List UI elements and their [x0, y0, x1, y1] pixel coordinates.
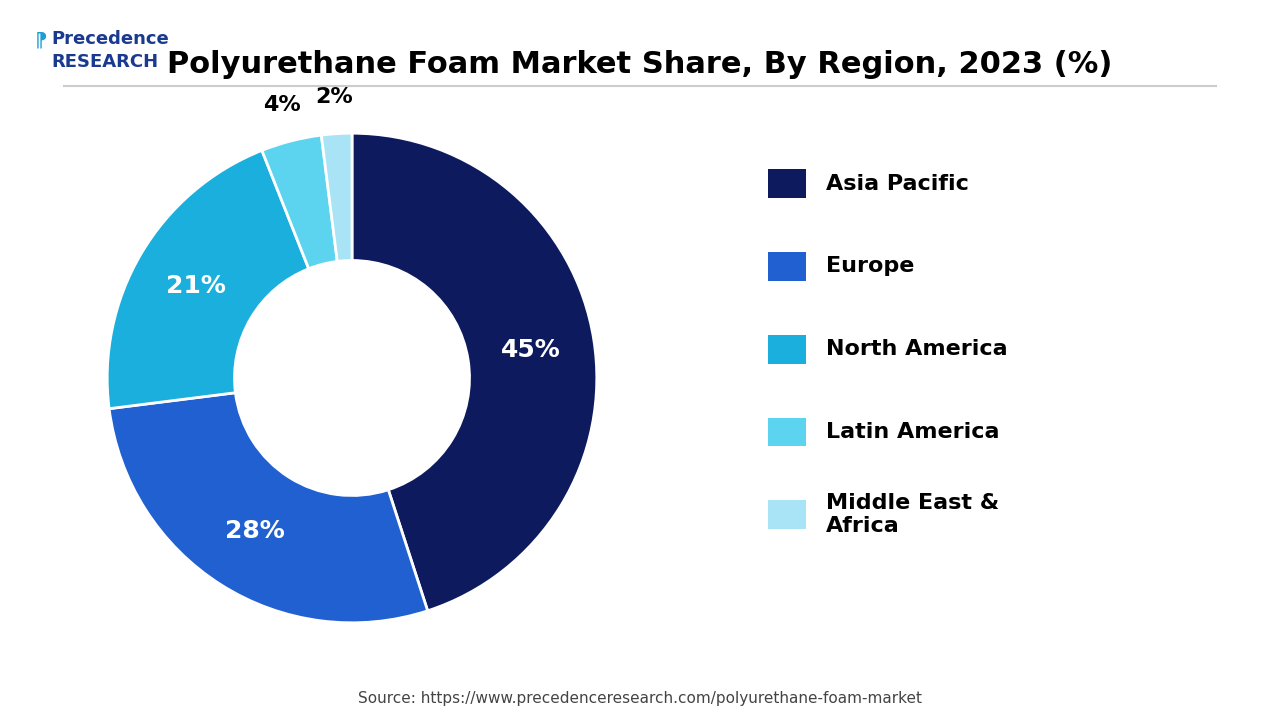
Text: Precedence
RESEARCH: Precedence RESEARCH [51, 30, 169, 71]
Wedge shape [109, 392, 428, 623]
Wedge shape [352, 133, 596, 611]
Wedge shape [321, 133, 352, 261]
Text: Source: https://www.precedenceresearch.com/polyurethane-foam-market: Source: https://www.precedenceresearch.c… [358, 691, 922, 706]
Text: 45%: 45% [500, 338, 561, 361]
Text: Asia Pacific: Asia Pacific [826, 174, 969, 194]
Text: Europe: Europe [826, 256, 914, 276]
Text: 28%: 28% [225, 519, 285, 543]
Text: Middle East &
Africa: Middle East & Africa [826, 493, 998, 536]
Text: Latin America: Latin America [826, 422, 1000, 442]
Text: 2%: 2% [315, 87, 353, 107]
Text: 21%: 21% [166, 274, 227, 298]
Text: North America: North America [826, 339, 1007, 359]
Text: Polyurethane Foam Market Share, By Region, 2023 (%): Polyurethane Foam Market Share, By Regio… [168, 50, 1112, 79]
Text: 4%: 4% [264, 95, 301, 115]
Wedge shape [108, 150, 308, 409]
Wedge shape [262, 135, 337, 269]
Text: ⁋: ⁋ [35, 30, 47, 49]
